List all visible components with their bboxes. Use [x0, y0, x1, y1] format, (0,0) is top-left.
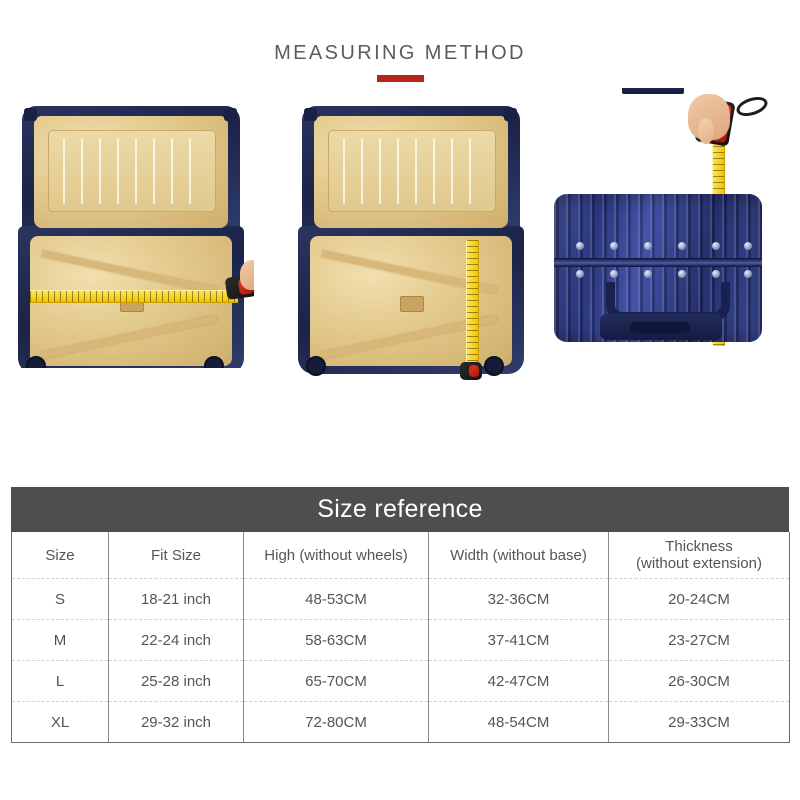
strap-buckle: [400, 296, 424, 312]
hand: [240, 260, 254, 290]
table-header-row: Size Fit Size High (without wheels) Widt…: [11, 532, 790, 579]
cell-high: 65-70CM: [243, 660, 429, 702]
col-header-fit-size: Fit Size: [108, 532, 244, 579]
table-row: XL 29-32 inch 72-80CM 48-54CM 29-33CM: [11, 701, 790, 743]
cell-thickness: 26-30CM: [608, 660, 790, 702]
col-header-thickness-line1: Thickness: [665, 538, 733, 555]
cell-width: 37-41CM: [428, 619, 609, 661]
cell-high: 48-53CM: [243, 578, 429, 620]
page-title: MEASURING METHOD: [274, 42, 526, 64]
table-row: S 18-21 inch 48-53CM 32-36CM 20-24CM: [11, 578, 790, 620]
photo-open-suitcase-width: [8, 100, 254, 368]
open-suitcase-illustration-2: [288, 100, 534, 380]
tape-measure-horizontal: [30, 290, 238, 303]
lid-corner-left: [24, 108, 37, 121]
size-reference-table: Size reference Size Fit Size High (witho…: [11, 487, 790, 743]
cell-size: M: [11, 619, 109, 661]
cell-size: XL: [11, 701, 109, 743]
tape-ticks: [467, 240, 478, 368]
telescopic-handle-housing: [600, 314, 722, 340]
col-header-thickness: Thickness (without extension): [609, 532, 790, 579]
cell-width: 42-47CM: [428, 660, 609, 702]
cell-high: 72-80CM: [243, 701, 429, 743]
col-header-high: High (without wheels): [243, 532, 429, 579]
cell-fit-size: 29-32 inch: [108, 701, 244, 743]
cell-width: 48-54CM: [428, 701, 609, 743]
tape-measure-vertical: [466, 240, 479, 368]
wheel-right: [204, 356, 224, 368]
table-caption: Size reference: [11, 487, 789, 532]
suitcase-body: [554, 194, 762, 342]
wheel-left: [26, 356, 46, 368]
cell-fit-size: 22-24 inch: [108, 619, 244, 661]
photo-closed-suitcase-height: [548, 88, 796, 378]
cell-fit-size: 18-21 inch: [108, 578, 244, 620]
tape-housing-red-accent: [469, 365, 479, 377]
lid-corner-left: [304, 108, 317, 121]
cell-thickness: 20-24CM: [608, 578, 790, 620]
table-body: S 18-21 inch 48-53CM 32-36CM 20-24CM M 2…: [11, 578, 790, 743]
col-header-width: Width (without base): [428, 532, 609, 579]
wheel-right: [484, 356, 504, 376]
size-table: Size Fit Size High (without wheels) Widt…: [11, 532, 790, 743]
cell-size: L: [11, 660, 109, 702]
lid-mesh-panel: [48, 130, 216, 212]
tape-ticks: [30, 291, 238, 302]
lid-corner-right: [504, 108, 517, 121]
cell-high: 58-63CM: [243, 619, 429, 661]
lid-corner-right: [224, 108, 237, 121]
page-header: MEASURING METHOD: [0, 40, 800, 82]
tape-measure-housing: [460, 362, 482, 380]
thumb: [698, 118, 714, 144]
wheel-left: [306, 356, 326, 376]
lid-mesh-panel: [328, 130, 496, 212]
table-row: L 25-28 inch 65-70CM 42-47CM 26-30CM: [11, 660, 790, 702]
photo-open-suitcase-depth: [288, 100, 534, 380]
cell-size: S: [11, 578, 109, 620]
col-header-thickness-line2: (without extension): [636, 555, 762, 572]
title-accent-rule: [376, 75, 424, 82]
cell-thickness: 29-33CM: [608, 701, 790, 743]
cell-fit-size: 25-28 inch: [108, 660, 244, 702]
cell-width: 32-36CM: [428, 578, 609, 620]
top-handle: [622, 88, 684, 94]
col-header-size: Size: [11, 532, 109, 579]
closed-suitcase-illustration: [548, 88, 796, 378]
col-header-thickness-lines: Thickness (without extension): [609, 538, 789, 572]
table-row: M 22-24 inch 58-63CM 37-41CM 23-27CM: [11, 619, 790, 661]
open-suitcase-illustration: [8, 100, 254, 368]
table-header: Size Fit Size High (without wheels) Widt…: [11, 532, 790, 579]
rivet-row-upper: [554, 242, 762, 251]
suitcase-split-line: [554, 258, 762, 267]
photo-strip: [0, 88, 800, 388]
wrist-strap: [734, 93, 770, 120]
cell-thickness: 23-27CM: [608, 619, 790, 661]
rivet-row-lower: [554, 270, 762, 279]
